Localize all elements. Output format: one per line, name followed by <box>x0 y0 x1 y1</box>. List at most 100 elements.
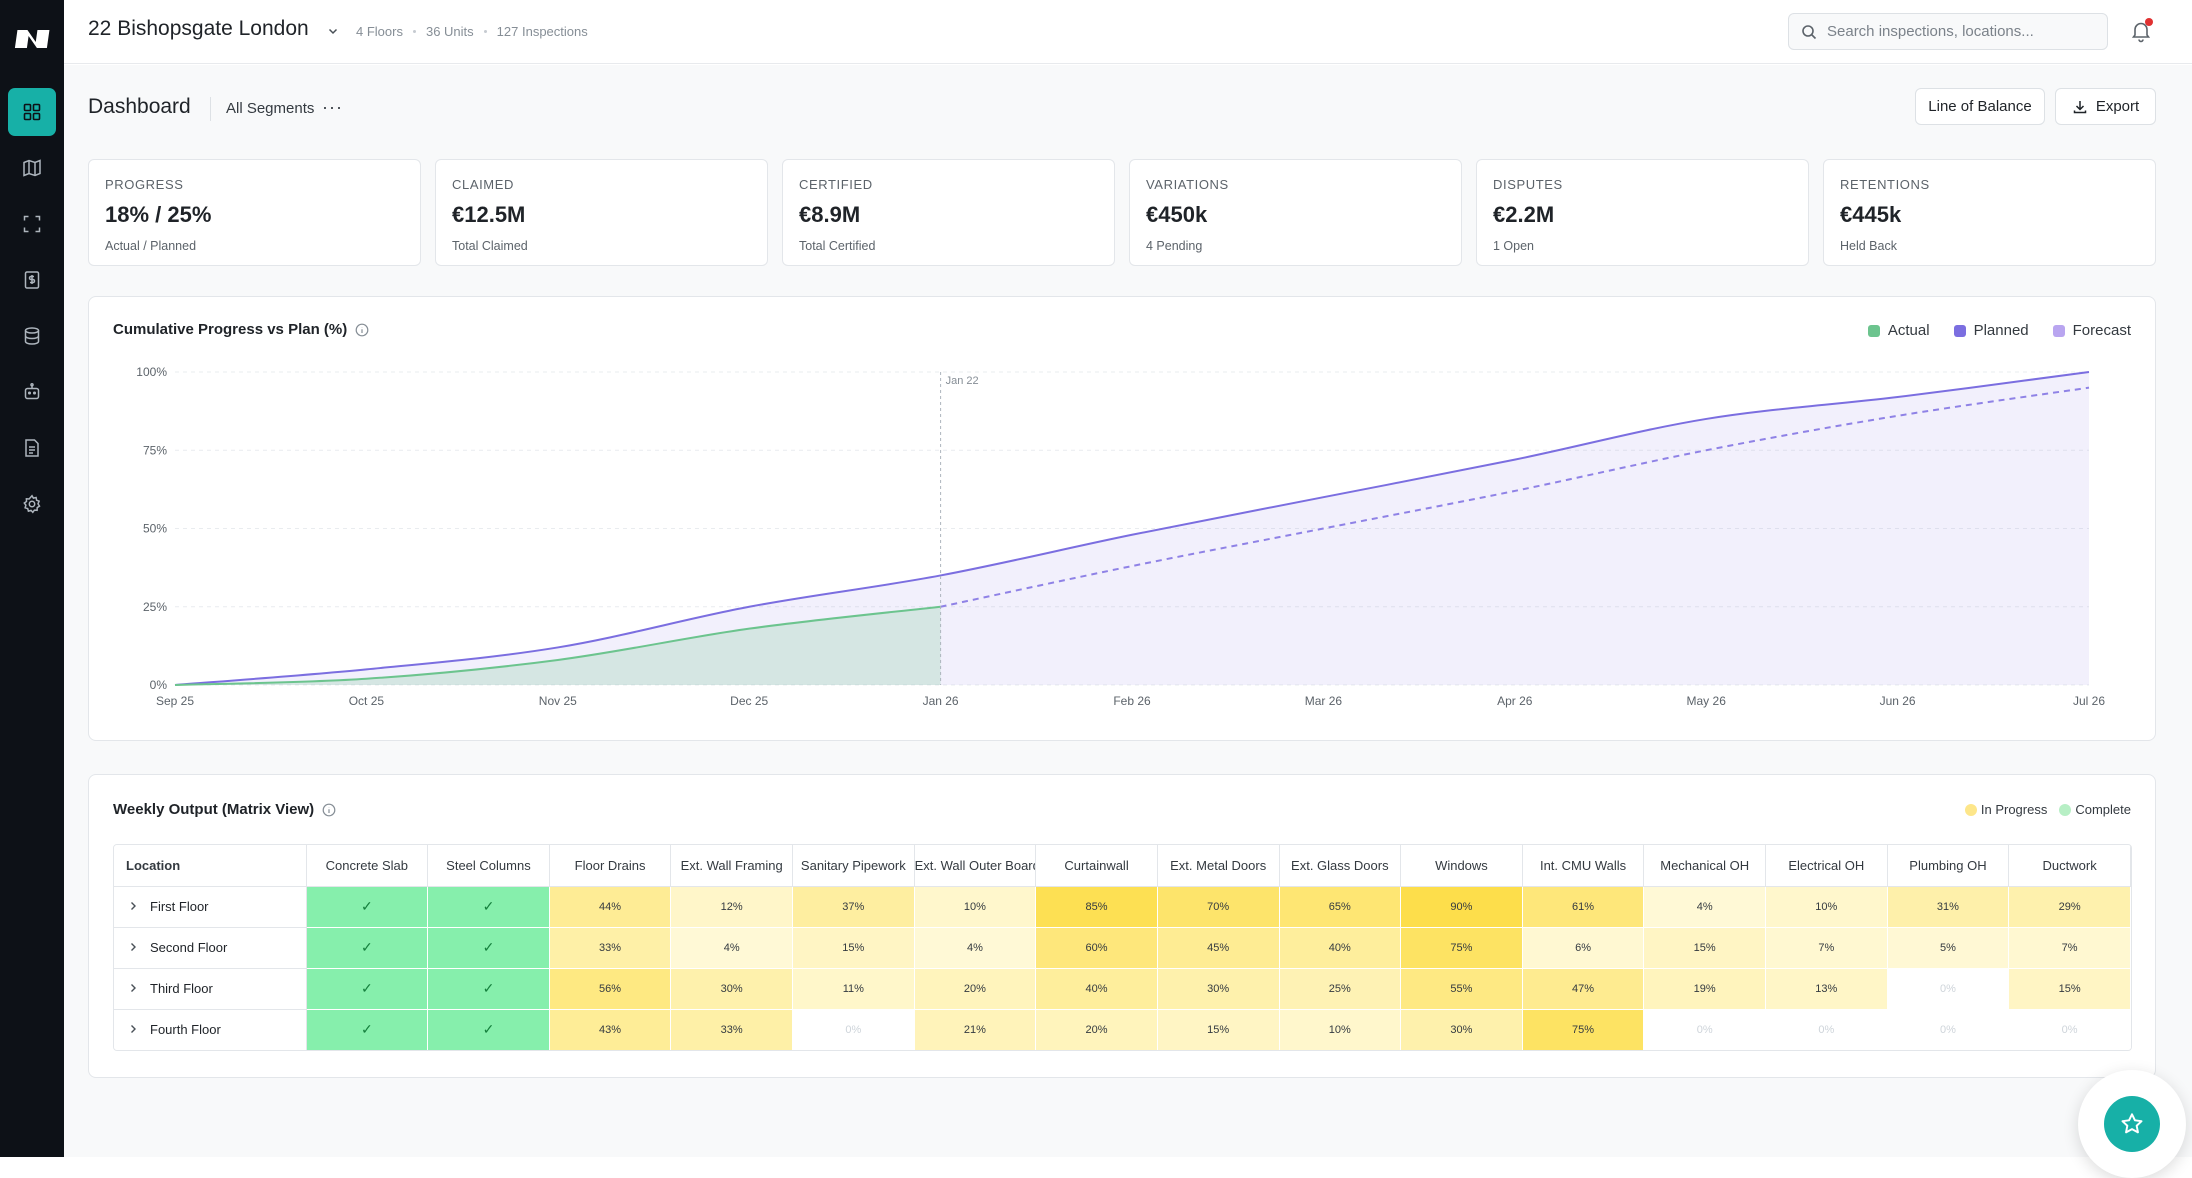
matrix-cell[interactable]: 29% <box>2008 886 2131 928</box>
matrix-cell[interactable]: 15% <box>2008 968 2131 1010</box>
matrix-cell[interactable]: 13% <box>1765 968 1888 1010</box>
column-header[interactable]: Ext. Wall Framing <box>670 845 793 887</box>
matrix-cell[interactable]: 90% <box>1400 886 1523 928</box>
column-header[interactable]: Int. CMU Walls <box>1522 845 1645 887</box>
matrix-cell[interactable]: 0% <box>1643 1009 1766 1050</box>
sidebar-item-finance[interactable] <box>8 256 56 304</box>
chevron-right-icon[interactable] <box>128 899 140 914</box>
column-header[interactable]: Sanitary Pipework <box>792 845 915 887</box>
column-header[interactable]: Ductwork <box>2008 845 2131 887</box>
segment-filter[interactable]: All Segments <box>226 100 315 117</box>
column-header[interactable]: Ext. Metal Doors <box>1157 845 1280 887</box>
table-row[interactable]: Fourth Floor ✓ ✓ 43% 33% 0% 21% 20% 15% 10% 30% 75%… <box>114 1009 2131 1050</box>
matrix-cell[interactable]: 15% <box>1643 927 1766 969</box>
sidebar-item-robot[interactable] <box>8 368 56 416</box>
matrix-cell[interactable]: 5% <box>1887 927 2010 969</box>
kpi-card-variations[interactable]: VARIATIONS €450k 4 Pending <box>1129 159 1462 266</box>
sidebar-item-scan[interactable] <box>8 200 56 248</box>
table-row[interactable]: First Floor ✓ ✓ 44% 12% 37% 10% 85% 70% 65% 90% 61%… <box>114 886 2131 928</box>
matrix-cell[interactable]: ✓ <box>306 886 429 928</box>
column-header[interactable]: Electrical OH <box>1765 845 1888 887</box>
matrix-cell[interactable]: 61% <box>1522 886 1645 928</box>
matrix-cell[interactable]: 56% <box>549 968 672 1010</box>
row-location[interactable]: First Floor <box>114 886 307 928</box>
row-location[interactable]: Third Floor <box>114 968 307 1010</box>
matrix-cell[interactable]: 10% <box>914 886 1037 928</box>
search-input[interactable] <box>1827 23 2097 40</box>
matrix-cell[interactable]: 47% <box>1522 968 1645 1010</box>
row-location[interactable]: Fourth Floor <box>114 1009 307 1050</box>
bell-icon[interactable] <box>2129 19 2153 43</box>
kpi-card-retentions[interactable]: RETENTIONS €445k Held Back <box>1823 159 2156 266</box>
sidebar-item-settings[interactable] <box>8 480 56 528</box>
chevron-right-icon[interactable] <box>128 1022 140 1037</box>
matrix-cell[interactable]: 0% <box>792 1009 915 1050</box>
favorite-fab[interactable] <box>2078 1070 2186 1178</box>
matrix-cell[interactable]: 10% <box>1279 1009 1402 1050</box>
matrix-cell[interactable]: 30% <box>1400 1009 1523 1050</box>
column-header[interactable]: Windows <box>1400 845 1523 887</box>
column-header[interactable]: Plumbing OH <box>1887 845 2010 887</box>
matrix-cell[interactable]: 31% <box>1887 886 2010 928</box>
column-header[interactable]: Concrete Slab <box>306 845 429 887</box>
matrix-cell[interactable]: 25% <box>1279 968 1402 1010</box>
project-title[interactable]: 22 Bishopsgate London <box>88 17 309 40</box>
matrix-cell[interactable]: 85% <box>1035 886 1158 928</box>
matrix-cell[interactable]: 4% <box>1643 886 1766 928</box>
matrix-cell[interactable]: 65% <box>1279 886 1402 928</box>
matrix-cell[interactable]: 45% <box>1157 927 1280 969</box>
matrix-cell[interactable]: 60% <box>1035 927 1158 969</box>
column-header[interactable]: Ext. Wall Outer Board <box>914 845 1037 887</box>
matrix-cell[interactable]: 44% <box>549 886 672 928</box>
matrix-cell[interactable]: 40% <box>1279 927 1402 969</box>
info-icon[interactable] <box>355 323 369 337</box>
matrix-cell[interactable]: 7% <box>2008 927 2131 969</box>
matrix-cell[interactable]: 30% <box>670 968 793 1010</box>
kpi-card-claimed[interactable]: CLAIMED €12.5M Total Claimed <box>435 159 768 266</box>
matrix-cell[interactable]: 20% <box>914 968 1037 1010</box>
matrix-cell[interactable]: 43% <box>549 1009 672 1050</box>
export-button[interactable]: Export <box>2055 88 2156 125</box>
matrix-cell[interactable]: 10% <box>1765 886 1888 928</box>
row-location[interactable]: Second Floor <box>114 927 307 969</box>
matrix-cell[interactable]: ✓ <box>306 1009 429 1050</box>
more-options-icon[interactable]: ··· <box>322 97 343 117</box>
matrix-cell[interactable]: 30% <box>1157 968 1280 1010</box>
column-header-location[interactable]: Location <box>114 845 307 887</box>
chevron-down-icon[interactable] <box>326 24 340 38</box>
column-header[interactable]: Steel Columns <box>427 845 550 887</box>
column-header[interactable]: Mechanical OH <box>1643 845 1766 887</box>
matrix-cell[interactable]: 4% <box>670 927 793 969</box>
matrix-cell[interactable]: 70% <box>1157 886 1280 928</box>
chevron-right-icon[interactable] <box>128 940 140 955</box>
matrix-cell[interactable]: 75% <box>1522 1009 1645 1050</box>
column-header[interactable]: Curtainwall <box>1035 845 1158 887</box>
sidebar-item-database[interactable] <box>8 312 56 360</box>
legend-item-forecast[interactable]: Forecast <box>2052 322 2131 339</box>
matrix-cell[interactable]: 40% <box>1035 968 1158 1010</box>
matrix-cell[interactable]: 6% <box>1522 927 1645 969</box>
matrix-cell[interactable]: 15% <box>792 927 915 969</box>
column-header[interactable]: Ext. Glass Doors <box>1279 845 1402 887</box>
info-icon[interactable] <box>322 803 336 817</box>
table-row[interactable]: Third Floor ✓ ✓ 56% 30% 11% 20% 40% 30% 25% 55% 47%… <box>114 968 2131 1010</box>
sidebar-item-dashboard[interactable] <box>8 88 56 136</box>
table-row[interactable]: Second Floor ✓ ✓ 33% 4% 15% 4% 60% 45% 40% 75% 6% 15… <box>114 927 2131 969</box>
matrix-cell[interactable]: 0% <box>1887 968 2010 1010</box>
matrix-cell[interactable]: 11% <box>792 968 915 1010</box>
matrix-cell[interactable]: 0% <box>2008 1009 2131 1050</box>
matrix-cell[interactable]: 21% <box>914 1009 1037 1050</box>
kpi-card-disputes[interactable]: DISPUTES €2.2M 1 Open <box>1476 159 1809 266</box>
app-logo[interactable] <box>14 26 50 52</box>
column-header[interactable]: Floor Drains <box>549 845 672 887</box>
legend-item-planned[interactable]: Planned <box>1953 322 2029 339</box>
kpi-card-certified[interactable]: CERTIFIED €8.9M Total Certified <box>782 159 1115 266</box>
matrix-cell[interactable]: ✓ <box>427 968 550 1010</box>
legend-item-actual[interactable]: Actual <box>1867 322 1930 339</box>
matrix-cell[interactable]: 0% <box>1887 1009 2010 1050</box>
search-box[interactable] <box>1788 13 2108 50</box>
matrix-cell[interactable]: ✓ <box>306 927 429 969</box>
kpi-card-progress[interactable]: PROGRESS 18% / 25% Actual / Planned <box>88 159 421 266</box>
matrix-cell[interactable]: ✓ <box>306 968 429 1010</box>
line-of-balance-button[interactable]: Line of Balance <box>1915 88 2045 125</box>
